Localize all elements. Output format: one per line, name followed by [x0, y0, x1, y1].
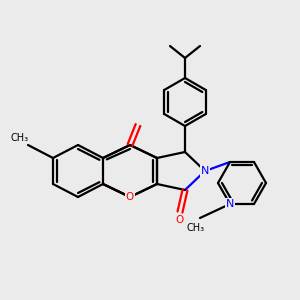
Text: O: O [126, 192, 134, 202]
Text: O: O [176, 215, 184, 225]
Text: N: N [201, 166, 209, 176]
Text: CH₃: CH₃ [187, 223, 205, 233]
Text: CH₃: CH₃ [11, 133, 29, 143]
Text: N: N [226, 199, 234, 209]
